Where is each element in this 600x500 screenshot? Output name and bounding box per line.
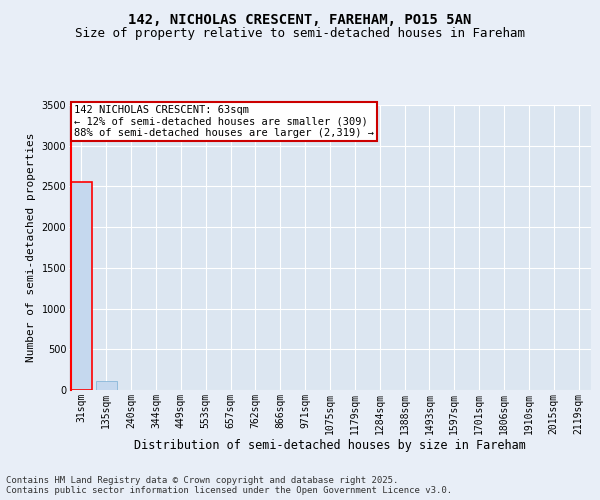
Bar [96, 381, 117, 390]
X-axis label: Distribution of semi-detached houses by size in Fareham: Distribution of semi-detached houses by … [134, 440, 526, 452]
Text: Contains HM Land Registry data © Crown copyright and database right 2025.
Contai: Contains HM Land Registry data © Crown c… [6, 476, 452, 495]
Bar [71, 182, 92, 390]
Text: 142 NICHOLAS CRESCENT: 63sqm
← 12% of semi-detached houses are smaller (309)
88%: 142 NICHOLAS CRESCENT: 63sqm ← 12% of se… [74, 105, 374, 138]
Y-axis label: Number of semi-detached properties: Number of semi-detached properties [26, 132, 36, 362]
Text: 142, NICHOLAS CRESCENT, FAREHAM, PO15 5AN: 142, NICHOLAS CRESCENT, FAREHAM, PO15 5A… [128, 12, 472, 26]
Text: Size of property relative to semi-detached houses in Fareham: Size of property relative to semi-detach… [75, 28, 525, 40]
